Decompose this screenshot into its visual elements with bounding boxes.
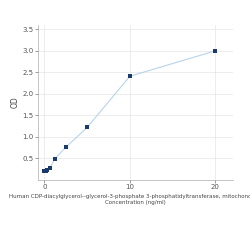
X-axis label: Human CDP-diacylglycerol--glycerol-3-phosphate 3-phosphatidyltransferase, mitoch: Human CDP-diacylglycerol--glycerol-3-pho… <box>9 194 250 205</box>
Y-axis label: OD: OD <box>10 96 19 108</box>
